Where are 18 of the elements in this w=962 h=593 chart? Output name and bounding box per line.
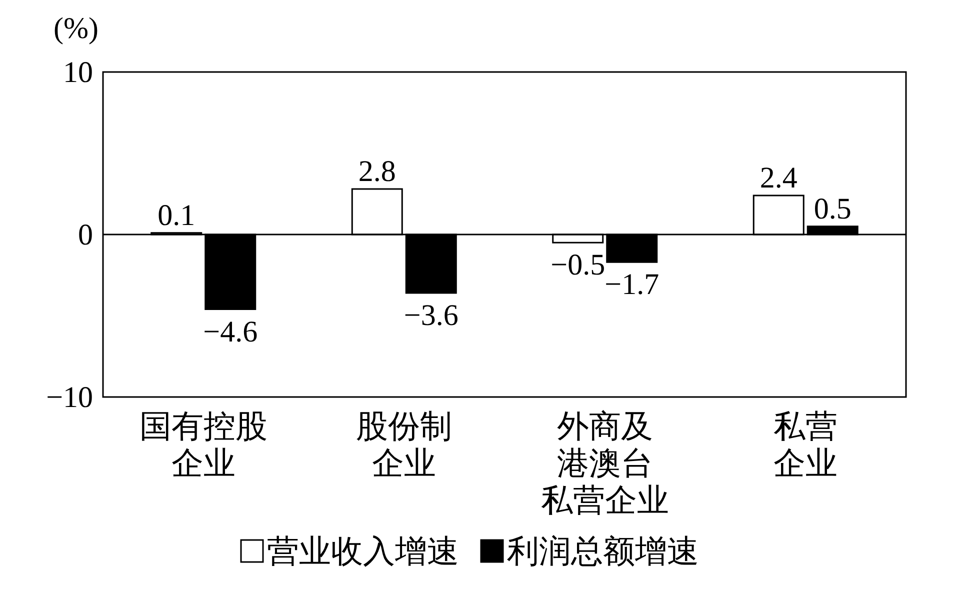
x-tick-label: 外商及港澳台私营企业 [540, 408, 669, 518]
data-label: −4.6 [203, 315, 258, 348]
y-tick-label: 10 [63, 56, 93, 89]
data-label: −3.6 [404, 299, 458, 332]
x-tick-label: 股份制企业 [356, 408, 452, 481]
data-label: −0.5 [550, 248, 606, 282]
data-label: 2.8 [358, 155, 396, 188]
data-label: 0.5 [814, 192, 852, 226]
data-label: −1.7 [604, 268, 660, 302]
data-label: 2.4 [760, 162, 798, 194]
y-tick-label: −10 [46, 381, 93, 414]
y-tick-label: 0 [78, 218, 93, 252]
y-axis-title: (%) [54, 12, 98, 45]
legend-label: 营业收入增速 [267, 533, 459, 569]
legend-label: 利润总额增速 [507, 533, 699, 569]
x-tick-label: 私营企业 [774, 408, 838, 481]
data-label: 0.1 [158, 198, 196, 232]
x-tick-label: 国有控股企业 [139, 408, 268, 481]
